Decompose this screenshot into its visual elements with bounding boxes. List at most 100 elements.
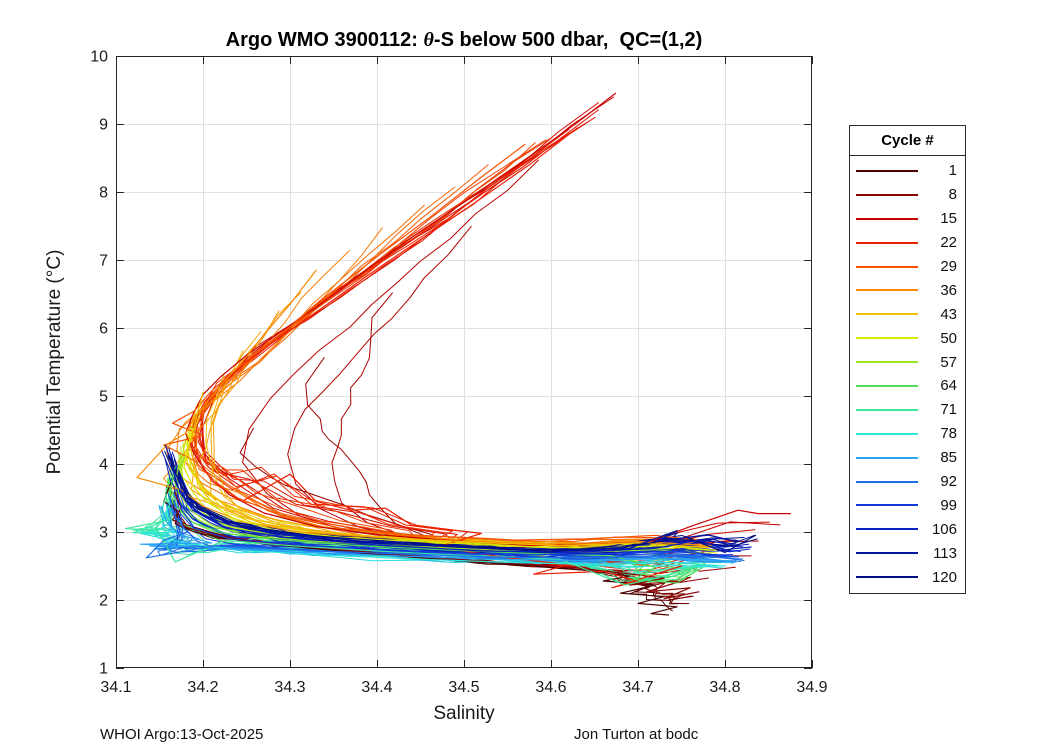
legend-item-cycle-29: 29 xyxy=(850,255,965,279)
legend-label: 92 xyxy=(940,473,957,491)
y-axis-label: Potential Temperature (°C) xyxy=(44,249,65,475)
profile-line-cycle-113 xyxy=(165,445,737,553)
legend-item-cycle-43: 43 xyxy=(850,302,965,326)
legend-label: 22 xyxy=(940,234,957,252)
tick-marks xyxy=(116,56,813,669)
profile-line-cycle-43 xyxy=(186,392,709,549)
legend-item-cycle-22: 22 xyxy=(850,231,965,255)
legend-item-cycle-106: 106 xyxy=(850,517,965,541)
legend-item-cycle-50: 50 xyxy=(850,326,965,350)
x-tick-label: 34.2 xyxy=(187,679,218,696)
profile-line-cycle-1 xyxy=(163,482,678,616)
legend-line-swatch xyxy=(856,313,918,316)
x-tick-label: 34.1 xyxy=(100,679,131,696)
x-tick-label: 34.4 xyxy=(361,679,392,696)
legend-label: 85 xyxy=(940,449,957,467)
legend-label: 120 xyxy=(931,568,957,586)
y-tick-label: 4 xyxy=(99,457,108,474)
x-tick-label: 34.8 xyxy=(709,679,740,696)
legend-line-swatch xyxy=(856,384,918,387)
legend-label: 113 xyxy=(933,544,957,562)
legend-item-cycle-36: 36 xyxy=(850,278,965,302)
y-tick-label: 2 xyxy=(99,593,108,610)
legend-item-cycle-1: 1 xyxy=(850,159,965,183)
legend-label: 106 xyxy=(931,520,957,538)
profile-line xyxy=(186,410,706,550)
legend-label: 1 xyxy=(948,162,957,180)
legend-label: 29 xyxy=(940,258,957,275)
profile-line xyxy=(194,186,700,543)
legend-line-swatch xyxy=(856,289,918,292)
legend-label: 57 xyxy=(940,353,957,371)
legend-label: 64 xyxy=(940,377,957,395)
y-tick-label: 6 xyxy=(99,321,108,338)
theta-symbol: θ xyxy=(423,29,434,51)
legend-line-swatch xyxy=(856,193,918,196)
y-tick-label: 5 xyxy=(99,389,108,406)
x-axis-label: Salinity xyxy=(433,703,495,724)
legend-label: 50 xyxy=(940,329,957,347)
profile-line xyxy=(176,482,733,557)
legend-line-swatch xyxy=(856,217,918,220)
y-tick-label: 1 xyxy=(99,661,108,678)
legend-label: 43 xyxy=(940,305,957,323)
legend-line-swatch xyxy=(856,504,918,507)
legend-item-cycle-92: 92 xyxy=(850,470,965,494)
legend-item-cycle-85: 85 xyxy=(850,446,965,470)
grid-lines xyxy=(116,56,812,668)
legend-line-swatch xyxy=(856,552,918,555)
profile-line-cycle-29 xyxy=(163,143,700,541)
legend-item-cycle-113: 113 xyxy=(850,541,965,565)
profile-line-cycle-120 xyxy=(168,456,757,554)
profile-line-cycle-22 xyxy=(189,127,683,589)
legend-line-swatch xyxy=(856,528,918,531)
chart-title: Argo WMO 3900112: θ-S below 500 dbar, QC… xyxy=(116,29,812,52)
legend-title: Cycle # xyxy=(850,126,965,156)
y-tick-label: 9 xyxy=(99,117,108,134)
profile-line xyxy=(166,250,705,546)
x-tick-label: 34.7 xyxy=(622,679,653,696)
x-tick-label: 34.3 xyxy=(274,679,305,696)
y-tick-label: 3 xyxy=(99,525,108,542)
y-tick-label: 7 xyxy=(99,253,108,270)
legend-line-swatch xyxy=(856,576,918,579)
profile-line-cycle-92 xyxy=(145,497,744,560)
legend-item-cycle-78: 78 xyxy=(850,422,965,446)
legend-line-swatch xyxy=(856,361,918,364)
profile-line xyxy=(167,454,758,552)
legend-line-swatch xyxy=(856,408,918,411)
footer-credit-whoi: WHOI Argo:13-Oct-2025 xyxy=(100,726,264,743)
y-tick-label: 10 xyxy=(90,49,108,66)
legend-item-cycle-8: 8 xyxy=(850,183,965,207)
legend-label: 78 xyxy=(940,425,957,443)
y-tick-label: 8 xyxy=(99,185,108,202)
legend-line-swatch xyxy=(856,432,918,435)
legend-label: 36 xyxy=(940,281,957,299)
legend-item-cycle-71: 71 xyxy=(850,398,965,422)
chart-title-prefix: Argo WMO 3900112: xyxy=(225,29,424,51)
profile-line-cycle-85 xyxy=(139,505,731,562)
legend-items: 1 8 15 22 29 36 43 50 57 64 71 78 85 92 99 106 113 120 xyxy=(850,156,965,593)
legend-line-swatch xyxy=(856,265,918,268)
legend-line-swatch xyxy=(856,337,918,340)
legend-label: 99 xyxy=(940,496,957,514)
chart-title-suffix: -S below 500 dbar, QC=(1,2) xyxy=(433,29,703,51)
profile-line-cycle-71 xyxy=(124,494,700,586)
legend-label: 15 xyxy=(940,210,957,228)
profile-line-cycle-8 xyxy=(171,492,700,600)
legend-item-cycle-64: 64 xyxy=(850,374,965,398)
x-tick-label: 34.6 xyxy=(535,679,566,696)
x-tick-label: 34.5 xyxy=(448,679,479,696)
legend-item-cycle-15: 15 xyxy=(850,207,965,231)
legend-line-swatch xyxy=(856,456,918,459)
profile-line-cycle-64 xyxy=(170,466,700,584)
legend-label: 8 xyxy=(948,186,957,204)
profile-line xyxy=(242,159,781,554)
profile-line xyxy=(200,96,770,549)
legend: Cycle # 1 8 15 22 29 36 43 50 57 64 71 78 85 92 99 106 1… xyxy=(849,125,966,594)
profile-line-cycle-106 xyxy=(170,462,752,554)
profile-line-cycle-99 xyxy=(176,489,726,557)
legend-item-cycle-57: 57 xyxy=(850,350,965,374)
